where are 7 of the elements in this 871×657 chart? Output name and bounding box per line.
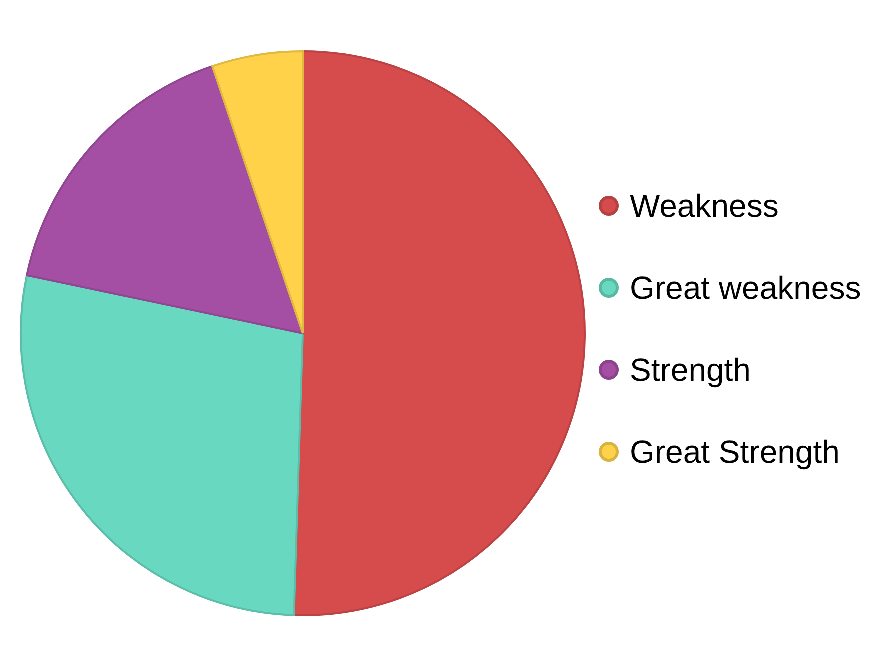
pie-slice	[26, 65, 304, 334]
legend-label: Great weakness	[630, 268, 862, 306]
legend-label: Weakness	[630, 186, 779, 224]
legend-label: Great Strength	[630, 432, 840, 470]
pie-slice	[293, 50, 586, 616]
pie-slice	[20, 274, 304, 616]
legend-label: Strength	[630, 350, 751, 388]
